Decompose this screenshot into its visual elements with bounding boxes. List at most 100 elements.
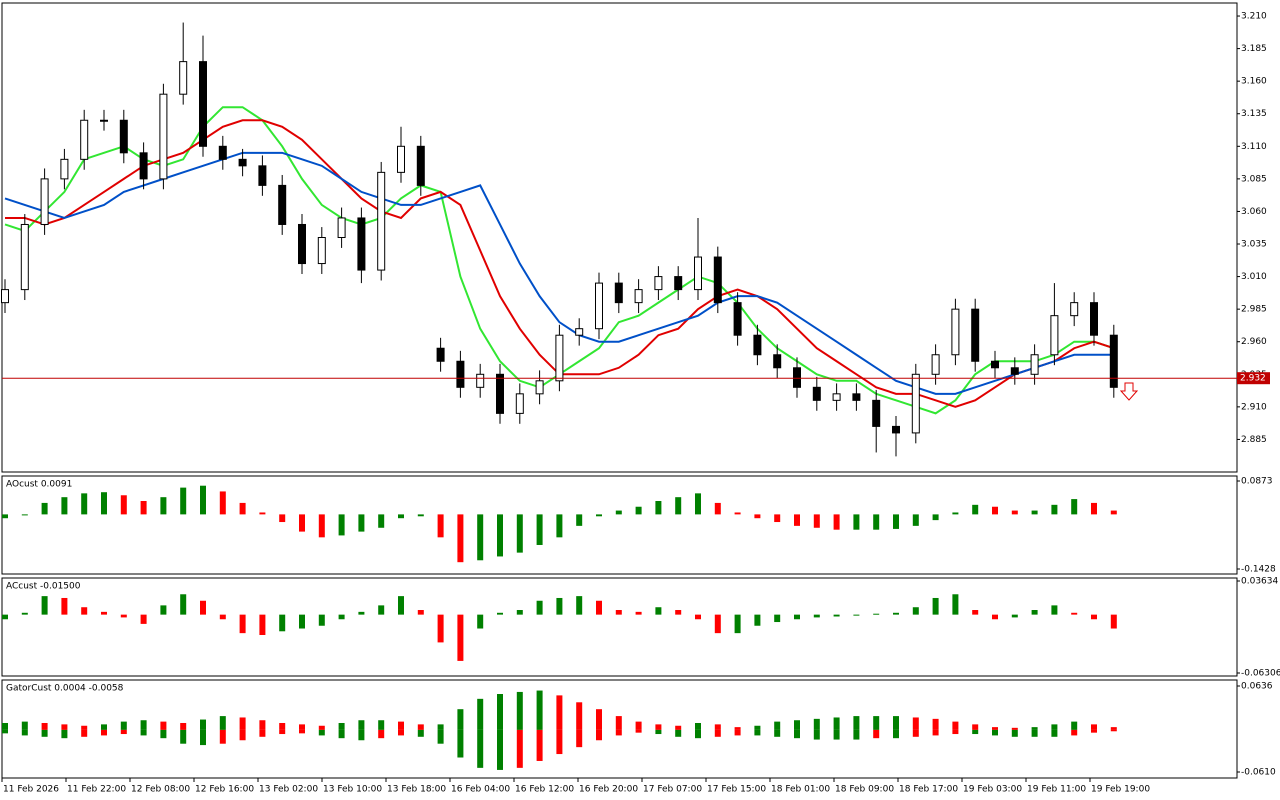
histogram-bar	[615, 610, 622, 615]
histogram-bar	[41, 729, 48, 737]
x-tick-label: 12 Feb 08:00	[131, 785, 190, 795]
histogram-bar	[101, 724, 107, 730]
histogram-bar	[140, 729, 147, 736]
candle-body	[911, 373, 920, 434]
histogram-bar	[556, 695, 563, 730]
histogram-bar	[358, 720, 365, 730]
histogram-bar	[596, 514, 602, 517]
histogram-bar	[1051, 724, 1058, 730]
histogram-bar	[378, 605, 385, 615]
histogram-bar	[81, 607, 88, 615]
candle-body	[20, 223, 29, 291]
candle-body	[1070, 302, 1079, 317]
x-tick-label: 16 Feb 04:00	[451, 785, 510, 795]
histogram-bar	[437, 724, 444, 730]
candle-body	[595, 282, 603, 330]
histogram-bar	[596, 729, 602, 741]
histogram-bar	[2, 514, 8, 519]
y-tick-label: 2.960	[1241, 337, 1267, 347]
histogram-bar	[893, 716, 899, 730]
x-tick-label: 18 Feb 01:00	[771, 785, 830, 795]
histogram-bar	[912, 607, 919, 615]
histogram-bar	[754, 614, 761, 626]
candle-body	[753, 334, 762, 356]
histogram-bar	[1031, 510, 1038, 515]
candle-body	[654, 276, 663, 291]
histogram-bar	[794, 720, 800, 730]
candle-body	[436, 347, 445, 362]
candle-body	[199, 61, 207, 147]
histogram-bar	[239, 502, 246, 515]
candle-body	[100, 119, 108, 122]
candle-body	[179, 61, 188, 95]
histogram-bar	[378, 720, 385, 730]
histogram-bar	[120, 614, 127, 618]
histogram-bar	[160, 729, 167, 739]
current-price-box	[1237, 372, 1270, 385]
histogram-bar	[2, 722, 8, 730]
histogram-bar	[655, 607, 662, 615]
histogram-bar	[437, 614, 444, 643]
histogram-bar	[853, 716, 860, 730]
histogram-bar	[596, 709, 602, 730]
histogram-bar	[417, 514, 424, 517]
candle-body	[872, 399, 881, 427]
histogram-bar	[1031, 727, 1038, 730]
histogram-bar	[695, 493, 701, 515]
histogram-bar	[378, 729, 385, 739]
histogram-bar	[774, 614, 781, 623]
candle-body	[832, 393, 841, 401]
histogram-bar	[21, 729, 28, 736]
histogram-bar	[457, 709, 464, 730]
histogram-bar	[952, 721, 959, 730]
histogram-bar	[219, 614, 226, 620]
histogram-bar	[774, 514, 781, 523]
candle-body	[496, 373, 504, 414]
candle-body	[892, 425, 900, 434]
x-tick-label: 13 Feb 10:00	[323, 785, 382, 795]
histogram-bar	[992, 614, 998, 620]
histogram-bar	[536, 729, 543, 761]
histogram-bar	[318, 514, 325, 538]
histogram-bar	[714, 502, 721, 515]
histogram-bar	[219, 716, 226, 730]
histogram-bar	[536, 514, 543, 545]
candle-body	[159, 93, 168, 180]
histogram-bar	[556, 514, 563, 538]
histogram-bar	[200, 485, 206, 515]
candle-body	[60, 158, 69, 180]
candle-body	[852, 393, 861, 401]
histogram-bar	[714, 724, 721, 730]
histogram-bar	[101, 492, 107, 515]
histogram-bar	[932, 514, 939, 521]
y-tick-label: 3.160	[1241, 77, 1267, 87]
histogram-bar	[41, 502, 48, 515]
histogram-bar	[2, 729, 8, 734]
histogram-bar	[398, 729, 404, 736]
histogram-bar	[219, 729, 226, 744]
x-tick-label: 16 Feb 20:00	[579, 785, 638, 795]
histogram-bar	[576, 514, 583, 526]
histogram-bar	[734, 614, 741, 634]
histogram-bar	[497, 694, 503, 730]
candle-body	[614, 282, 623, 304]
moving-average	[4, 151, 1114, 395]
histogram-bar	[695, 729, 701, 739]
histogram-bar	[180, 594, 187, 615]
histogram-bar	[497, 612, 503, 615]
candle-body	[397, 145, 405, 173]
histogram-bar	[21, 514, 28, 516]
histogram-bar	[1110, 727, 1117, 730]
histogram-bar	[556, 597, 563, 615]
histogram-bar	[813, 718, 820, 730]
candle-body	[812, 386, 821, 401]
histogram-bar	[140, 614, 147, 624]
histogram-bar	[754, 514, 761, 519]
candle-body	[1050, 315, 1059, 356]
candle-body	[337, 217, 346, 238]
histogram-bar	[675, 610, 682, 615]
histogram-bar	[398, 721, 404, 730]
candle-body	[951, 308, 960, 356]
y-tick-label: 3.135	[1241, 109, 1267, 119]
histogram-bar	[101, 611, 107, 615]
